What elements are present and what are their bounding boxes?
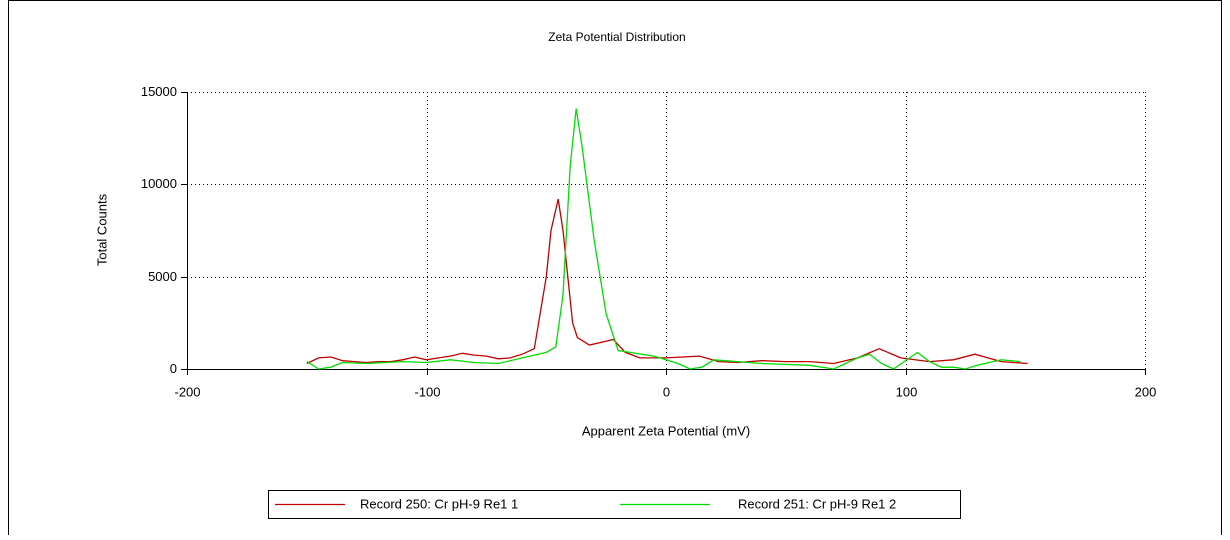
x-axis-label: Apparent Zeta Potential (mV)	[582, 423, 750, 438]
y-tick-label: 10000	[141, 176, 177, 191]
x-tick-label: 200	[1135, 384, 1157, 399]
y-tick-label: 15000	[141, 84, 177, 99]
legend-label: Record 251: Cr pH-9 Re1 2	[738, 496, 896, 511]
x-tick-label: -100	[414, 384, 440, 399]
series-line	[306, 108, 1021, 370]
x-tick-label: 0	[663, 384, 670, 399]
y-tick-label: 0	[170, 361, 177, 376]
y-tick-label: 5000	[148, 269, 177, 284]
x-tick-label: 100	[896, 384, 918, 399]
frame	[8, 0, 1222, 540]
legend-label: Record 250: Cr pH-9 Re1 1	[360, 496, 518, 511]
chart-title: Zeta Potential Distribution	[548, 30, 685, 44]
x-tick-label: -200	[174, 384, 200, 399]
legend	[268, 490, 961, 519]
y-axis-label: Total Counts	[94, 193, 109, 266]
